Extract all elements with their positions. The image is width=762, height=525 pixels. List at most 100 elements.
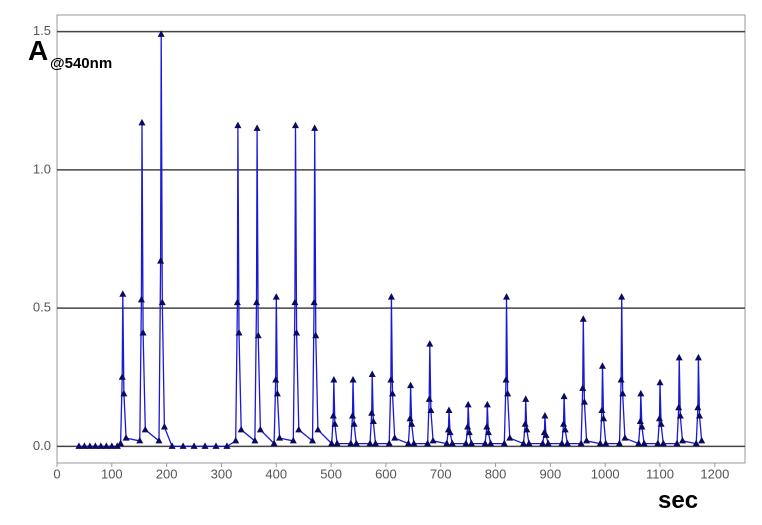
data-point [190,442,198,449]
data-point [522,395,530,402]
data-point [295,425,303,433]
data-point [333,439,341,447]
data-point [617,376,625,383]
data-point [157,30,165,37]
data-point [676,411,684,419]
data-point [659,439,667,447]
data-point [407,381,415,389]
data-point [579,315,587,322]
data-point [542,431,550,438]
data-point [656,378,664,386]
data-point [366,439,374,447]
data-point [253,124,261,131]
data-point [596,439,604,447]
data-point [234,121,242,129]
data-point [579,384,587,391]
data-point [523,425,531,433]
data-point [465,428,473,436]
data-point [445,406,453,413]
data-point [119,290,127,297]
data-point [272,376,280,383]
data-point [372,439,380,447]
y-tick-label: 0.5 [33,300,51,315]
data-point [291,298,299,306]
data-point [108,442,116,449]
data-point [235,329,243,336]
data-point [223,442,231,449]
data-point [331,420,339,427]
data-point [155,436,163,444]
data-point [368,370,376,378]
data-point [541,411,549,419]
data-point [655,414,663,422]
data-point [102,442,110,449]
data-point [270,439,278,447]
data-point [427,406,435,413]
data-point [113,442,121,449]
x-tick-label: 500 [320,466,342,481]
data-point [638,423,646,430]
data-point [233,298,241,306]
data-point [314,425,322,433]
data-point [201,442,209,449]
data-point [619,389,627,397]
data-point [389,389,397,397]
data-point [635,439,643,447]
data-point [618,293,626,300]
data-point [138,118,146,126]
data-point [462,439,470,447]
data-point [368,409,376,416]
data-point [558,439,566,447]
data-point [272,293,280,300]
data-point [577,439,585,447]
data-point [621,434,629,441]
data-point [636,417,644,425]
data-point [446,428,454,436]
x-tick-label: 200 [156,466,178,481]
data-point [328,439,336,447]
data-point [273,389,281,397]
data-point [293,329,301,336]
data-point [500,439,508,447]
data-point [484,428,492,436]
data-point [75,442,83,449]
data-line [78,34,703,448]
x-tick-label: 1200 [700,466,729,481]
data-point [118,373,126,380]
data-point [692,439,700,447]
x-tick-label: 900 [540,466,562,481]
data-point [695,411,703,419]
data-point [525,439,533,447]
data-point [122,434,130,441]
data-point [350,420,358,427]
data-point [387,376,395,383]
data-point [602,439,610,447]
data-point [291,121,299,129]
data-point [694,403,702,411]
data-point [483,423,491,430]
data-point [698,436,706,444]
data-point [637,389,645,397]
x-tick-label: 100 [101,466,123,481]
data-point [503,293,511,300]
data-point [352,439,360,447]
x-tick-label: 700 [430,466,452,481]
data-point [481,439,489,447]
data-point [544,439,552,447]
x-tick-label: 800 [485,466,507,481]
data-point [506,434,514,441]
x-tick-label: 600 [375,466,397,481]
data-point [483,400,491,408]
data-point [675,403,683,411]
data-point [406,414,414,422]
data-point [139,329,147,336]
y-tick-label: 1.0 [33,161,51,176]
data-point [448,439,456,447]
data-point [254,331,262,339]
y-axis-label: A [28,35,48,66]
data-point [136,436,144,444]
data-point [598,362,606,369]
data-point [520,439,528,447]
data-point [385,439,393,447]
data-point [117,439,125,447]
